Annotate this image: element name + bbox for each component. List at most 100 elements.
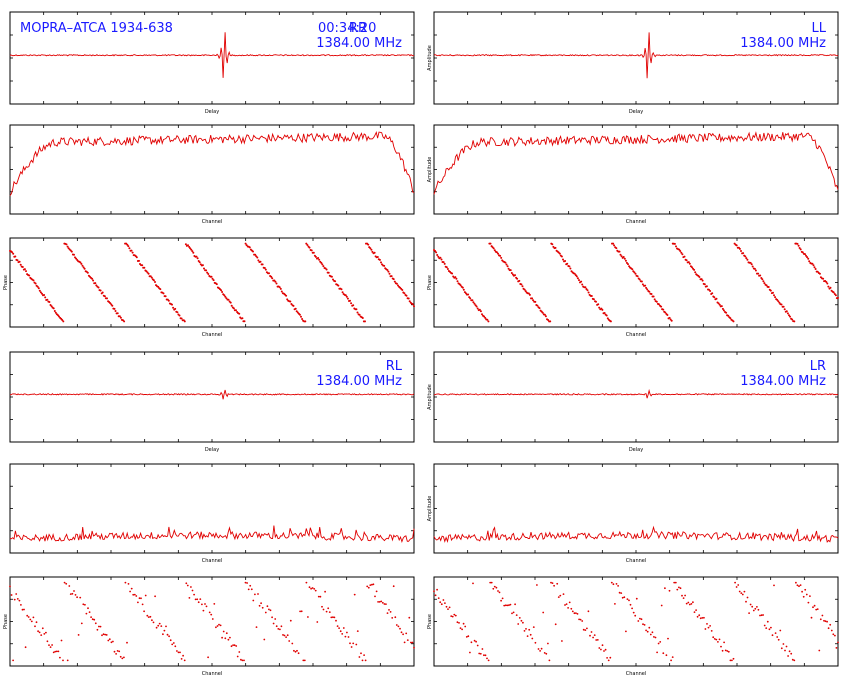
rr-phase-point bbox=[229, 301, 232, 304]
rl-phase-point bbox=[352, 642, 355, 645]
lr-phase-point bbox=[637, 620, 640, 622]
lr-phase-point bbox=[626, 598, 629, 600]
lr-phase-point bbox=[692, 601, 694, 604]
rr-phase-point bbox=[94, 282, 97, 285]
ll-phase-point bbox=[523, 288, 526, 291]
lr-phase-point bbox=[511, 612, 513, 615]
lr-phase-point bbox=[506, 604, 509, 607]
rr-phase-point bbox=[386, 269, 389, 271]
rl-phase-point bbox=[18, 599, 21, 602]
lr-phase-point bbox=[603, 650, 605, 652]
rl-phase-point bbox=[12, 659, 15, 662]
ll-phase-point bbox=[521, 285, 524, 288]
ll-phase-point bbox=[518, 279, 521, 282]
rl-phase-point bbox=[392, 585, 395, 588]
rl-phase-point bbox=[246, 582, 249, 584]
ll-phase-point bbox=[664, 311, 667, 314]
lr-phase-point bbox=[532, 626, 535, 628]
rr-phase-point bbox=[203, 267, 205, 270]
rr-phase-point bbox=[390, 275, 393, 278]
ll-phase-point bbox=[788, 314, 790, 317]
rl-phase-point bbox=[201, 603, 203, 606]
ll-phase-point bbox=[761, 278, 764, 281]
ll-phase-point bbox=[660, 305, 663, 308]
ll-phase-point bbox=[443, 262, 446, 265]
rl-phase-point bbox=[149, 615, 152, 618]
lr-phase-point bbox=[837, 641, 839, 644]
ll-phase-point bbox=[497, 252, 499, 255]
rr-phase-point bbox=[332, 278, 334, 281]
lr-phase-point bbox=[486, 657, 488, 660]
ll-phase-xlabel: Channel bbox=[626, 332, 647, 338]
lr-phase-point bbox=[726, 650, 729, 652]
ll-phase-point bbox=[798, 247, 801, 249]
rl-phase-point bbox=[218, 623, 220, 626]
rr-phase-point bbox=[224, 295, 227, 298]
rl-phase-point bbox=[313, 588, 316, 590]
lr-phase-point bbox=[735, 586, 738, 588]
rl-phase-point bbox=[69, 593, 72, 595]
ll-phase-point bbox=[720, 305, 723, 308]
rl-phase-point bbox=[87, 607, 89, 610]
rr-phase-point bbox=[109, 302, 112, 305]
lr-phase-point bbox=[523, 630, 526, 632]
lr-phase-point bbox=[785, 645, 788, 648]
ll-phase-point bbox=[551, 243, 554, 246]
rr-phase-point bbox=[268, 272, 270, 275]
rr-phase-point bbox=[58, 315, 60, 318]
lr-phase-point bbox=[774, 632, 777, 634]
rr-phase-point bbox=[66, 245, 69, 248]
ll-phase-point bbox=[543, 313, 546, 316]
ll-phase-point bbox=[789, 315, 791, 318]
ll-phase-point bbox=[813, 266, 816, 269]
lr-delay-xlabel: Delay bbox=[629, 447, 643, 453]
ll-phase-point bbox=[595, 300, 597, 303]
lr-phase-point bbox=[487, 659, 490, 662]
rl-phase-point bbox=[386, 612, 389, 614]
ll-phase-point bbox=[675, 245, 677, 248]
ll-phase-point bbox=[584, 286, 587, 289]
rr-phase-point bbox=[230, 304, 233, 307]
rl-phase-point bbox=[176, 650, 178, 652]
rr-phase-point bbox=[220, 289, 223, 292]
lr-phase-point bbox=[688, 603, 691, 606]
lr-phase-point bbox=[795, 581, 797, 584]
rl-phase-point bbox=[99, 625, 102, 628]
rr-phase-point bbox=[198, 261, 201, 264]
rl-phase-point bbox=[378, 601, 381, 603]
rr-phase-point bbox=[44, 296, 47, 299]
rr-phase-point bbox=[128, 247, 131, 250]
rr-phase-point bbox=[392, 278, 395, 281]
rl-phase-point bbox=[397, 625, 400, 628]
ll-phase-point bbox=[506, 265, 509, 268]
lr-phase-point bbox=[826, 620, 828, 623]
rr-phase-point bbox=[304, 320, 307, 323]
rl-phase-point bbox=[249, 584, 252, 587]
lr-phase-point bbox=[731, 659, 733, 662]
rr-phase-point bbox=[225, 297, 228, 300]
rl-phase-point bbox=[400, 631, 403, 634]
ll-phase-point bbox=[793, 320, 796, 323]
rr-phase-point bbox=[294, 307, 297, 310]
rl-phase-point bbox=[413, 646, 415, 649]
rr-phase-point bbox=[310, 249, 313, 252]
ll-phase-point bbox=[504, 261, 507, 264]
rl-phase-point bbox=[84, 603, 86, 606]
rr-phase-point bbox=[32, 279, 35, 282]
rr-phase-point bbox=[99, 289, 102, 292]
rl-phase-point bbox=[118, 650, 121, 653]
rl-phase-point bbox=[24, 646, 27, 649]
ll-phase-point bbox=[592, 298, 595, 301]
rr-phase-point bbox=[408, 300, 411, 303]
rl-phase-point bbox=[219, 624, 222, 627]
rl-phase-point bbox=[335, 619, 337, 622]
ll-phase-point bbox=[765, 284, 768, 287]
rr-phase-point bbox=[111, 304, 114, 307]
lr-phase-point bbox=[596, 639, 599, 641]
lr-phase-point bbox=[777, 638, 780, 641]
ll-phase-point bbox=[805, 254, 807, 257]
rl-phase-point bbox=[34, 625, 36, 628]
lr-phase-point bbox=[601, 644, 604, 647]
rl-phase-point bbox=[27, 616, 30, 618]
rl-phase-point bbox=[133, 593, 136, 596]
